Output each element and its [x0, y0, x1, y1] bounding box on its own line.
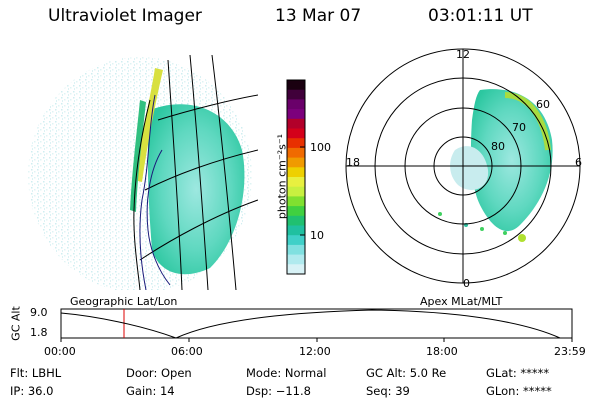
colorbar-swatch [287, 138, 305, 149]
colorbar-unit-label: photon cm⁻²s⁻¹ [275, 133, 289, 220]
polar-image-panel [345, 48, 581, 284]
instrument-title: Ultraviolet Imager [48, 6, 202, 26]
colorbar-tick-10: 10 [310, 229, 324, 242]
colorbar-swatch [287, 186, 305, 197]
status-ip: IP: 36.0 [10, 384, 53, 398]
status-dsp: Dsp: −11.8 [246, 384, 311, 398]
colorbar-swatch [287, 157, 305, 168]
polar-label-6: 6 [575, 156, 582, 169]
status-glat-value: ***** [520, 366, 550, 380]
status-flt-value: LBHL [31, 366, 62, 380]
colorbar-swatch [287, 147, 305, 159]
altitude-plot-frame [60, 308, 573, 339]
altitude-curve [60, 309, 561, 339]
status-door: Door: Open [126, 366, 192, 380]
colorbar-swatch [287, 244, 305, 256]
status-glat: GLat: ***** [486, 366, 549, 380]
colorbar-swatch [287, 167, 305, 178]
altitude-ytick-1-8: 1.8 [30, 326, 48, 339]
polar-cap-glow [450, 146, 489, 190]
colorbar-ticks [300, 146, 305, 236]
status-gcalt-label: GC Alt: [366, 366, 407, 380]
status-door-label: Door: [126, 366, 158, 380]
polar-label-18: 18 [346, 156, 360, 169]
colorbar-swatch [287, 177, 305, 188]
status-dsp-value: −11.8 [275, 384, 311, 398]
colorbar-swatch [287, 109, 305, 120]
colorbar [286, 79, 306, 275]
polar-label-12: 12 [456, 48, 470, 61]
status-door-value: Open [160, 366, 192, 380]
status-gain-label: Gain: [126, 384, 157, 398]
observation-time: 03:01:11 UT [428, 6, 533, 26]
colorbar-swatch [287, 215, 305, 226]
status-seq: Seq: 39 [366, 384, 410, 398]
altitude-ylabel: GC Alt [9, 306, 23, 341]
aurora-spot [518, 234, 526, 242]
status-mode-value: Normal [284, 366, 327, 380]
status-mode-label: Mode: [246, 366, 282, 380]
geographic-panel-label: Geographic Lat/Lon [70, 295, 178, 308]
status-seq-value: 39 [395, 384, 410, 398]
colorbar-swatch [287, 99, 305, 110]
altitude-plot [60, 308, 573, 342]
colorbar-swatch [287, 225, 305, 236]
aurora-glow [147, 104, 245, 275]
status-mode: Mode: Normal [246, 366, 326, 380]
colorbar-swatch [287, 254, 305, 265]
aurora-spot [438, 212, 442, 216]
colorbar-swatch [287, 235, 305, 246]
observation-date: 13 Mar 07 [275, 6, 362, 26]
status-flt: Flt: LBHL [10, 366, 61, 380]
aurora-spot [480, 227, 484, 231]
auroral-oval-bright [504, 92, 551, 151]
status-ip-value: 36.0 [27, 384, 54, 398]
colorbar-swatch [287, 128, 305, 139]
colorbar-swatch [287, 206, 305, 217]
status-glon: GLon: ***** [486, 384, 552, 398]
colorbar-swatch [287, 89, 305, 100]
status-gain: Gain: 14 [126, 384, 175, 398]
polar-lat-label-80: 80 [491, 140, 505, 153]
polar-panel-label: Apex MLat/MLT [420, 295, 503, 308]
altitude-xtick-0600: 06:00 [171, 345, 203, 358]
colorbar-frame [286, 79, 306, 275]
status-ip-label: IP: [10, 384, 25, 398]
auroral-oval [470, 89, 553, 232]
colorbar-swatch [287, 80, 305, 91]
status-glon-value: ***** [522, 384, 552, 398]
altitude-xtick-1200: 12:00 [299, 345, 331, 358]
geographic-image-panel [28, 54, 258, 290]
colorbar-swatch [287, 196, 305, 207]
status-gain-value: 14 [159, 384, 175, 398]
altitude-ytick-9: 9.0 [30, 306, 48, 319]
altitude-xtick-1800: 18:00 [426, 345, 458, 358]
polar-label-0: 0 [463, 277, 470, 290]
altitude-xtick-2359: 23:59 [554, 345, 586, 358]
status-glat-label: GLat: [486, 366, 517, 380]
status-flt-label: Flt: [10, 366, 29, 380]
polar-lat-label-70: 70 [512, 121, 526, 134]
aurora-arc-inner [130, 100, 146, 212]
aurora-arc-bright [134, 68, 163, 182]
colorbar-tick-100: 100 [310, 141, 331, 154]
status-gcalt-value: 5.0 Re [409, 366, 447, 380]
status-gcalt: GC Alt: 5.0 Re [366, 366, 446, 380]
aurora-spot [503, 231, 507, 235]
status-glon-label: GLon: [486, 384, 520, 398]
polar-lat-label-60: 60 [536, 98, 550, 111]
status-seq-label: Seq: [366, 384, 392, 398]
colorbar-swatch [287, 118, 305, 129]
colorbar-swatch [287, 264, 305, 275]
altitude-xtick-0000: 00:00 [44, 345, 76, 358]
status-dsp-label: Dsp: [246, 384, 273, 398]
